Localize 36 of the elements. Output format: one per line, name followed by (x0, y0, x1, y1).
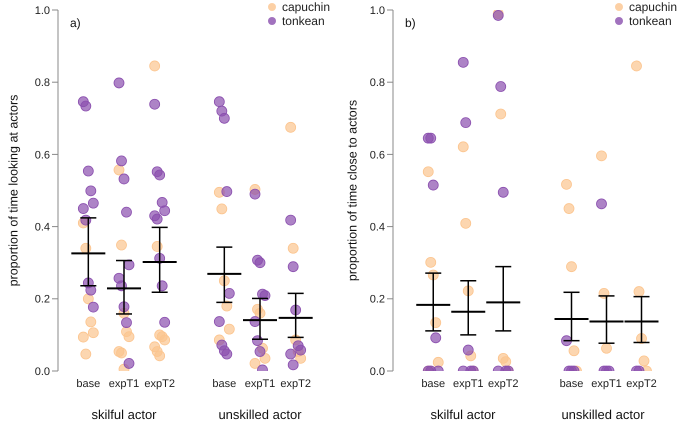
x-tick-label: base (421, 378, 446, 390)
x-tick-label: expT1 (591, 378, 622, 390)
x-axis-title: unskilled actor (218, 407, 302, 422)
x-tick-label: base (76, 378, 100, 390)
x-tick-label: expT2 (280, 378, 311, 390)
y-tick-label: 0.4 (34, 222, 50, 234)
x-tick-label: expT2 (626, 378, 657, 390)
y-tick-label: 1.0 (34, 4, 50, 17)
y-axis-title: proportion of time close to actors (345, 100, 360, 282)
y-tick-label: 0.0 (34, 366, 50, 378)
y-tick-label: 0.6 (370, 149, 385, 162)
x-tick-label: expT1 (452, 378, 484, 390)
y-tick-label: 1.0 (370, 4, 385, 17)
legend-label: capuchin (628, 0, 677, 14)
legend-label: tonkean (282, 14, 325, 28)
y-tick-label: 0.2 (370, 294, 385, 306)
x-axis-title: skilful actor (430, 407, 496, 422)
x-tick-label: expT1 (244, 378, 276, 390)
annotation: a) (70, 16, 81, 30)
y-tick-label: 0.0 (370, 366, 385, 378)
x-axis-title: unskilled actor (561, 407, 646, 422)
x-tick-label: base (212, 378, 236, 390)
x-axis-title: skilful actor (91, 407, 158, 422)
x-tick-label: base (560, 378, 584, 390)
y-tick-label: 0.2 (34, 294, 50, 306)
x-tick-label: expT1 (108, 378, 140, 390)
y-tick-label: 0.8 (370, 77, 385, 90)
y-tick-label: 0.8 (34, 77, 50, 90)
y-tick-label: 0.4 (370, 222, 385, 234)
legend-label: capuchin (282, 0, 330, 14)
x-tick-label: expT2 (144, 378, 175, 390)
text: b) (405, 16, 416, 30)
x-tick-label: expT2 (488, 378, 519, 390)
y-tick-label: 0.6 (34, 149, 50, 162)
legend-label: tonkean (628, 14, 672, 28)
y-axis-title: proportion of time looking at actors (6, 94, 20, 286)
